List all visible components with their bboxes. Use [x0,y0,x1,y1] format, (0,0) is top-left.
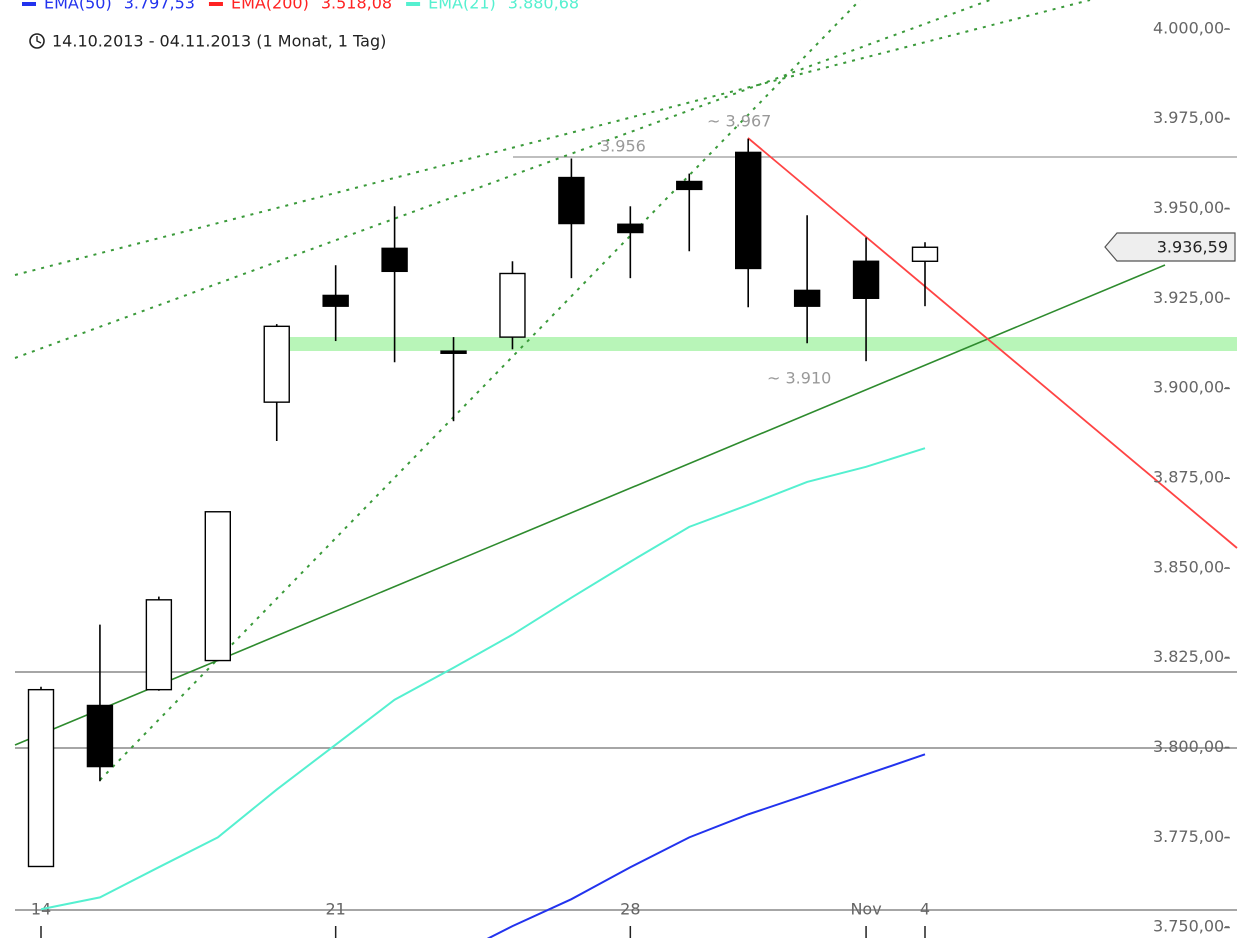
candle-body [793,289,821,307]
annotation: ~ 3.910 [767,369,831,388]
candle-body [499,272,526,338]
candle-body [263,325,290,403]
candle-body [322,294,349,307]
candle-body [27,688,55,868]
legend-swatch [208,2,223,6]
candle-body [440,350,467,354]
last-price-tag: 3.936,59 [1104,232,1236,262]
subtitle: 14.10.2013 - 04.11.2013 (1 Monat, 1 Tag) [52,32,386,51]
candle-body [852,260,880,299]
candle-body [204,511,232,662]
y-tick-label: 3.825,00- [1153,647,1230,666]
y-tick-label: 3.900,00- [1153,378,1230,397]
legend-name: EMA(50) [44,0,112,13]
candle-body [86,704,114,768]
candle-body [381,247,408,273]
uptrend-line [14,264,1166,746]
subtitle-group: 14.10.2013 - 04.11.2013 (1 Monat, 1 Tag) [29,32,386,51]
legend-value: 3.880,68 [508,0,579,13]
price-tag-box [1104,232,1236,262]
indicator-lines [40,447,926,938]
y-tick-label: 3.975,00- [1153,108,1230,127]
candle-body [558,176,585,225]
x-tick-label: Nov [850,900,881,919]
y-tick-label: 3.750,00- [1153,917,1230,936]
candle-body [145,599,173,691]
x-tick-label: 28 [620,900,640,919]
y-tick-label: 3.875,00- [1153,467,1230,486]
legend-name: EMA(200) [231,0,309,13]
legend-value: 3.518,08 [321,0,392,13]
price-tag-label: 3.936,59 [1157,238,1228,257]
y-tick-label: 3.800,00- [1153,737,1230,756]
legend-value: 3.797,53 [124,0,195,13]
clock-icon [29,33,45,49]
x-tick-label: 21 [325,900,345,919]
candle-body [735,151,762,270]
ema-line [486,753,926,938]
dotted-trendline [14,0,991,359]
candle-body [676,180,703,191]
clock-hands [36,36,42,44]
x-tick-label: 4 [920,900,930,919]
candle-body [911,246,939,262]
y-tick-label: 3.775,00- [1153,827,1230,846]
y-tick-label: 3.925,00- [1153,288,1230,307]
downtrend-line [747,137,1238,549]
annotation: ~ 3.967 [707,112,771,131]
ema-line [40,447,926,911]
legend-name: EMA(21) [428,0,496,13]
y-tick-label: 3.850,00- [1153,557,1230,576]
legend-swatch [406,2,421,6]
legend-swatch [22,2,36,6]
y-tick-label: 4.000,00- [1153,18,1230,37]
annotation: 3.956 [600,137,646,156]
support-band [277,337,1237,351]
y-tick-label: 3.950,00- [1153,198,1230,217]
candle-body [617,223,644,234]
